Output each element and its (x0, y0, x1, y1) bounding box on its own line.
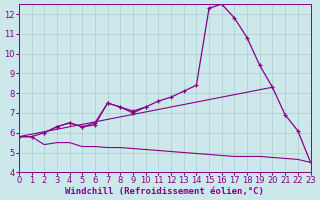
X-axis label: Windchill (Refroidissement éolien,°C): Windchill (Refroidissement éolien,°C) (65, 187, 264, 196)
